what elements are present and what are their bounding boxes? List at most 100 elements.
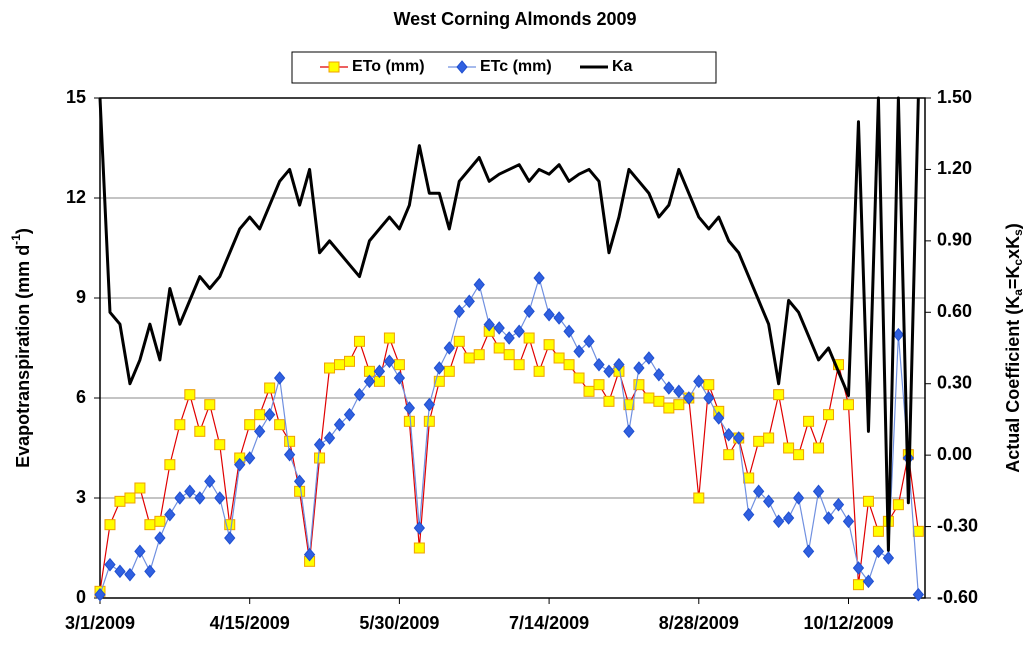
marker: [493, 321, 505, 335]
marker: [273, 371, 286, 385]
marker: [763, 432, 775, 444]
marker: [743, 507, 755, 522]
y-tick-label: 0: [76, 587, 86, 607]
marker: [104, 519, 116, 531]
marker: [852, 561, 865, 575]
marker: [373, 364, 386, 379]
marker: [673, 384, 685, 399]
marker: [543, 307, 555, 322]
marker: [393, 371, 406, 385]
y-tick-label: 6: [76, 387, 86, 407]
marker: [343, 355, 355, 367]
marker: [154, 531, 166, 545]
marker: [324, 362, 336, 374]
x-tick-label: 5/30/2009: [359, 613, 439, 633]
marker: [403, 415, 415, 427]
marker: [663, 381, 675, 395]
marker: [723, 449, 735, 461]
marker: [224, 519, 236, 531]
legend-box: [291, 51, 717, 84]
marker: [743, 472, 755, 484]
marker: [114, 495, 126, 507]
marker: [383, 332, 395, 344]
series-line: [99, 277, 919, 595]
marker: [713, 411, 725, 425]
marker: [862, 495, 874, 507]
legend-label: ETc (mm): [480, 58, 552, 75]
marker: [892, 327, 905, 342]
marker: [643, 392, 655, 404]
marker: [124, 492, 136, 504]
marker: [842, 399, 854, 411]
marker: [184, 389, 196, 401]
marker: [194, 425, 206, 437]
marker: [323, 431, 336, 445]
marker: [792, 491, 805, 505]
legend-marker: [456, 60, 468, 74]
marker: [912, 525, 924, 537]
marker: [523, 304, 535, 319]
marker: [733, 431, 745, 445]
marker: [633, 379, 645, 391]
marker: [264, 382, 276, 394]
marker: [673, 399, 685, 411]
marker: [862, 574, 875, 589]
marker: [753, 484, 765, 499]
marker: [513, 359, 525, 371]
marker: [134, 482, 146, 494]
legend-marker: [328, 61, 340, 73]
y2-label-part: xK: [1003, 236, 1023, 259]
marker: [104, 557, 116, 572]
marker: [283, 447, 296, 462]
marker: [772, 514, 785, 529]
x-tick-label: 7/14/2009: [509, 613, 589, 633]
marker: [623, 399, 635, 411]
y2-axis-label: Actual Coefficient (Ka=KcxKs): [1003, 223, 1025, 473]
marker: [852, 579, 864, 591]
marker: [803, 415, 815, 427]
marker: [403, 401, 416, 415]
marker: [353, 387, 366, 402]
marker: [194, 491, 206, 505]
marker: [603, 364, 615, 379]
marker: [782, 511, 795, 525]
marker: [823, 409, 835, 421]
marker: [882, 551, 895, 565]
marker: [184, 484, 196, 499]
marker: [423, 397, 435, 412]
marker: [703, 379, 715, 391]
legend-label: Ka: [612, 58, 633, 75]
marker: [703, 391, 715, 405]
marker: [453, 335, 465, 347]
y-tick-label: 3: [76, 487, 86, 507]
marker: [473, 349, 485, 361]
marker: [134, 544, 146, 559]
marker: [832, 497, 845, 512]
y2-label-part: ): [1003, 223, 1023, 229]
marker: [583, 334, 595, 349]
marker: [753, 435, 765, 447]
marker: [343, 407, 356, 422]
marker: [493, 342, 505, 354]
marker: [892, 499, 904, 511]
marker: [573, 344, 585, 359]
chart-title: West Corning Almonds 2009: [393, 9, 636, 29]
marker: [793, 449, 805, 461]
series-line: [98, 96, 920, 552]
marker: [423, 415, 435, 427]
y2-tick-label: -0.60: [937, 587, 978, 607]
y2-tick-label: 0.60: [937, 301, 972, 321]
marker: [523, 332, 535, 344]
y2-tick-label: 1.50: [937, 87, 972, 107]
marker: [553, 311, 565, 325]
marker: [334, 359, 346, 371]
marker: [583, 385, 595, 397]
y2-label-part: Actual Coefficient (K: [1003, 296, 1023, 473]
marker: [543, 339, 555, 351]
x-tick-label: 4/15/2009: [210, 613, 290, 633]
marker: [333, 417, 346, 432]
marker: [274, 419, 286, 431]
marker: [264, 407, 276, 422]
marker: [812, 484, 825, 499]
